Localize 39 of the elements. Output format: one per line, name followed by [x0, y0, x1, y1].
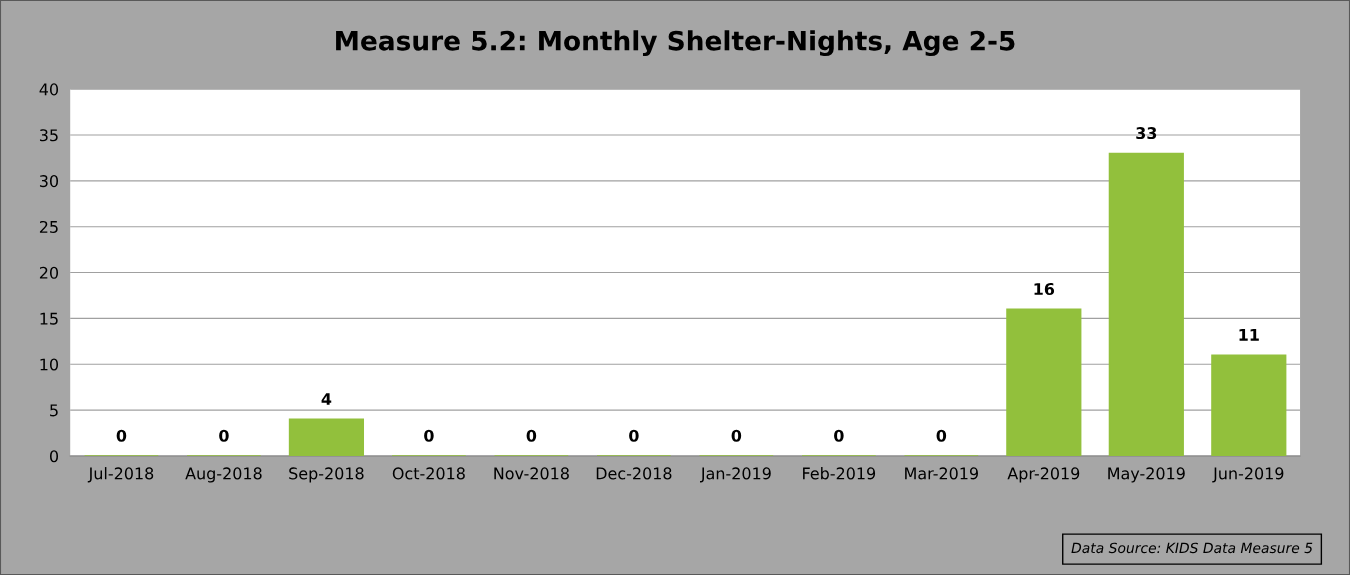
- x-tick-label: Dec-2018: [596, 467, 672, 480]
- x-tick-label: Apr-2019: [1007, 467, 1080, 483]
- y-tick-label: 10: [40, 358, 59, 371]
- y-tick-label: 40: [39, 83, 59, 96]
- data-label: 0: [731, 429, 742, 442]
- x-tick-label: Jan-2019: [700, 467, 771, 483]
- x-tick-label: Jul-2018: [87, 467, 154, 483]
- y-tick-label: 30: [39, 175, 59, 188]
- data-label: 4: [321, 393, 332, 405]
- data-label: 0: [629, 429, 639, 442]
- bar: [1108, 152, 1184, 456]
- data-label: 0: [219, 429, 229, 442]
- bar: [1006, 308, 1082, 456]
- data-label: 16: [1034, 282, 1055, 296]
- source-note: Data Source: KIDS Data Measure 5: [1071, 542, 1313, 554]
- bar: [1211, 354, 1287, 456]
- x-tick-label: Jun-2019: [1212, 467, 1284, 483]
- data-label: 0: [424, 429, 434, 442]
- y-tick-label: 15: [40, 312, 58, 325]
- x-tick-label: May-2019: [1108, 467, 1185, 483]
- data-label: 11: [1239, 329, 1259, 341]
- bar: [288, 418, 365, 456]
- y-tick-label: 0: [49, 450, 59, 463]
- x-tick-label: Aug-2018: [185, 467, 262, 483]
- chart-title: Measure 5.2: Monthly Shelter-Nights, Age 2-5: [336, 30, 1015, 56]
- y-tick-label: 20: [39, 266, 59, 279]
- y-tick-label: 25: [39, 220, 58, 233]
- y-tick-label: 35: [39, 129, 58, 142]
- data-label: 0: [834, 429, 844, 442]
- x-tick-label: Mar-2019: [905, 467, 978, 480]
- x-tick-label: Feb-2019: [803, 467, 876, 480]
- data-label: 33: [1136, 127, 1157, 140]
- x-tick-label: Sep-2018: [289, 467, 364, 483]
- data-label: 0: [526, 429, 537, 442]
- y-tick-label: 5: [50, 404, 58, 417]
- data-label: 0: [116, 429, 127, 442]
- x-tick-label: Nov-2018: [494, 467, 569, 480]
- x-tick-label: Oct-2018: [392, 467, 465, 480]
- data-label: 0: [936, 429, 947, 442]
